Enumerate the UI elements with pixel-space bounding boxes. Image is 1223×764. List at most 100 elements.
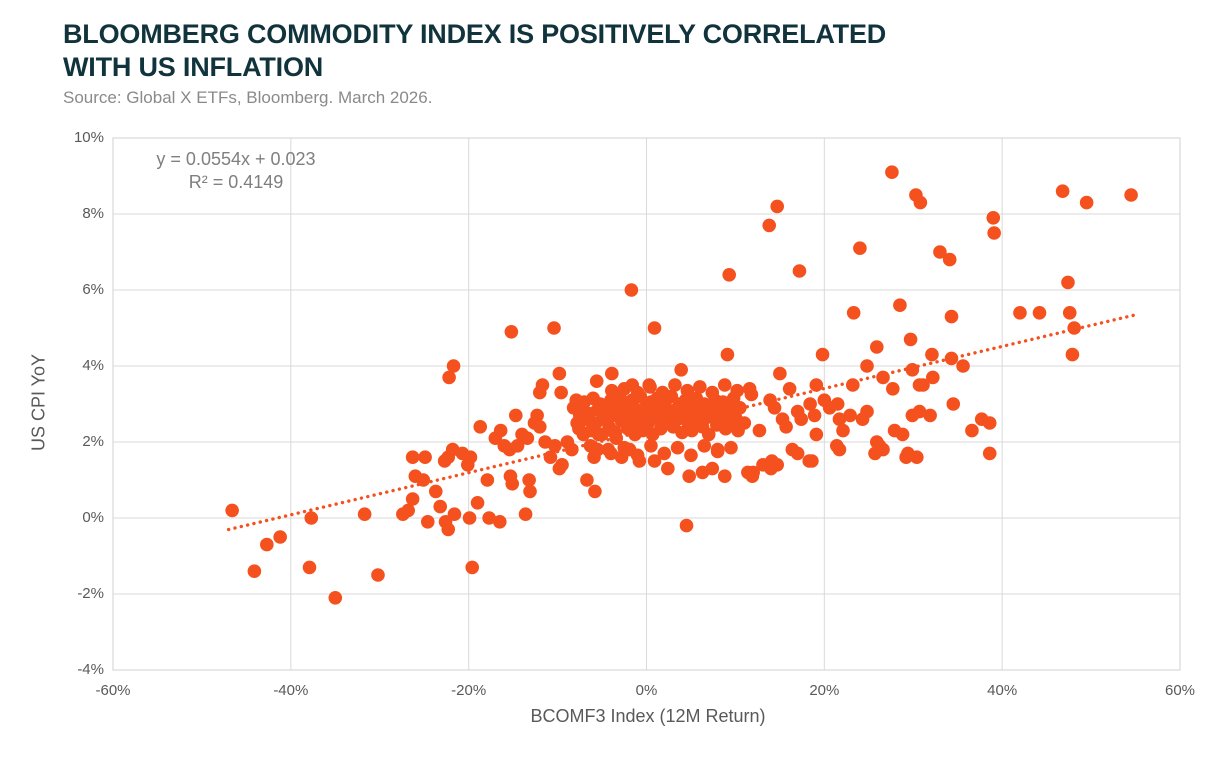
scatter-point (518, 507, 533, 521)
scatter-point (446, 359, 461, 373)
scatter-points (225, 165, 1138, 605)
scatter-point (523, 484, 537, 499)
y-tick-label: 4% (82, 357, 104, 374)
x-tick-label: -60% (95, 682, 131, 699)
source-caption: Source: Global X ETFs, Bloomberg. March … (63, 88, 433, 107)
scatter-point (428, 484, 443, 499)
chart-title-line2: WITH US INFLATION (63, 52, 324, 82)
y-tick-label: 8% (82, 205, 104, 222)
scatter-point (554, 385, 568, 400)
scatter-point (1065, 347, 1080, 362)
scatter-point (986, 211, 1001, 225)
scatter-point (520, 431, 535, 446)
scatter-point (1079, 195, 1094, 210)
scatter-point (724, 440, 738, 455)
scatter-point (679, 518, 694, 533)
scatter-point (710, 444, 725, 459)
scatter-point (836, 423, 850, 438)
scatter-point (462, 511, 477, 525)
scatter-point (1124, 188, 1138, 202)
scatter-point (682, 469, 696, 484)
scatter-point (605, 366, 619, 381)
scatter-point (809, 378, 824, 392)
scatter-point (899, 450, 913, 465)
scatter-point (552, 366, 567, 381)
scatter-point (604, 446, 618, 461)
scatter-point (845, 378, 860, 392)
scatter-point (770, 458, 785, 472)
scatter-point (1032, 306, 1047, 320)
scatter-point (720, 347, 735, 362)
scatter-point (876, 370, 890, 385)
scatter-point (1055, 184, 1070, 198)
scatter-point (480, 473, 495, 487)
y-tick-label: -4% (77, 661, 104, 678)
scatter-point (680, 383, 695, 398)
scatter-point (905, 363, 920, 377)
chart-title-line1: BLOOMBERG COMMODITY INDEX IS POSITIVELY … (63, 19, 887, 49)
scatter-point (860, 359, 874, 373)
scatter-point (405, 450, 420, 465)
scatter-point (530, 408, 544, 423)
scatter-point (869, 340, 884, 354)
scatter-point (946, 397, 961, 411)
scatter-point (913, 195, 928, 210)
scatter-point (463, 450, 478, 465)
scatter-point (447, 507, 462, 521)
scatter-point (832, 442, 847, 457)
scatter-point (869, 435, 884, 449)
scatter-point (779, 420, 793, 434)
scatter-point (668, 378, 682, 392)
scatter-point (1067, 321, 1081, 335)
scatter-point (744, 387, 759, 402)
x-tick-label: 20% (809, 682, 840, 699)
scatter-point (956, 359, 970, 373)
scatter-point (624, 283, 639, 297)
scatter-point (885, 382, 900, 396)
scatter-point (925, 347, 939, 362)
scatter-point (792, 264, 807, 278)
scatter-point (247, 564, 262, 578)
scatter-point (572, 421, 586, 436)
x-axis-title: BCOMF3 Index (12M Return) (530, 706, 766, 726)
scatter-point (860, 404, 874, 419)
scatter-point (510, 439, 525, 453)
scatter-point (641, 416, 656, 430)
scatter-point (547, 321, 561, 335)
scatter-point (580, 473, 594, 487)
scatter-point (933, 245, 947, 259)
scatter-point (684, 448, 698, 463)
scatter-point (543, 450, 558, 465)
scatter-point (416, 473, 431, 487)
scatter-point (717, 378, 732, 392)
scatter-point (670, 440, 685, 455)
scatter-point (470, 496, 485, 510)
scatter-point (465, 560, 480, 575)
y-tick-label: 6% (82, 281, 104, 298)
scatter-point (794, 412, 809, 427)
scatter-point (590, 442, 605, 457)
scatter-point (730, 383, 744, 398)
scatter-point (565, 442, 579, 457)
scatter-point (944, 309, 959, 324)
scatter-point (803, 397, 817, 411)
scatter-point (942, 252, 957, 267)
scatter-point (916, 378, 930, 392)
scatter-point (982, 446, 997, 461)
scatter-point (357, 507, 372, 521)
scatter-point (647, 321, 662, 335)
scatter-point (630, 385, 645, 400)
scatter-point (418, 450, 432, 465)
scatter-point (815, 347, 830, 362)
plot-border (112, 137, 1181, 671)
regression-equation: y = 0.0554x + 0.023 (156, 149, 316, 169)
y-tick-label: -2% (77, 585, 104, 602)
scatter-point (304, 511, 319, 525)
scatter-point (643, 380, 657, 394)
scatter-point (697, 439, 712, 453)
scatter-point (705, 461, 720, 476)
scatter-point (473, 420, 488, 434)
scatter-point (843, 408, 857, 423)
scatter-point (903, 332, 918, 347)
